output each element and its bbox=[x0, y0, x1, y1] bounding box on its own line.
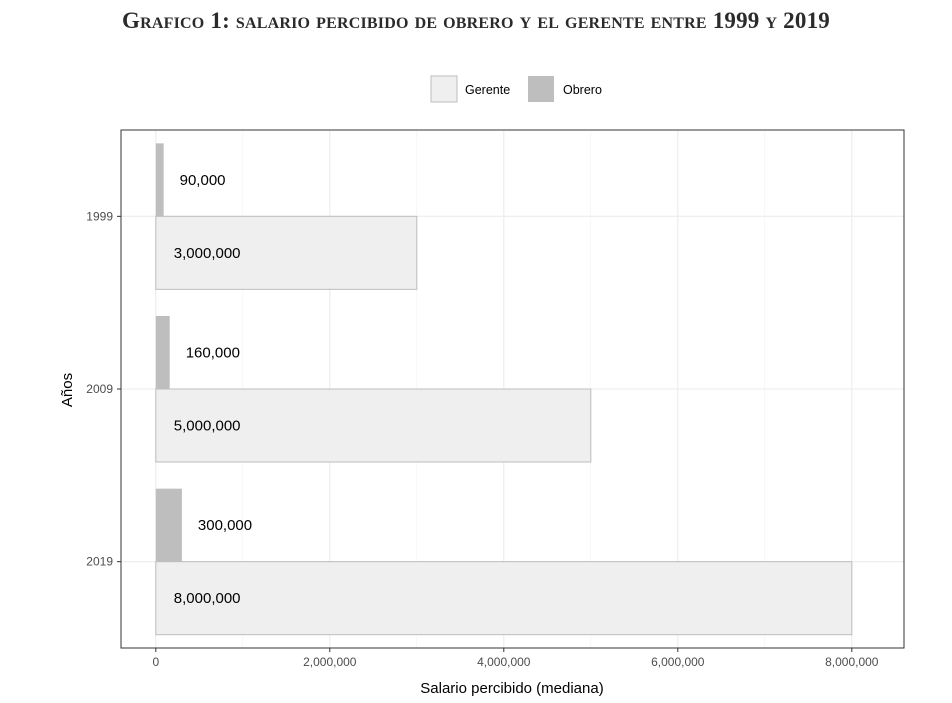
y-axis: 1999 2009 2019 bbox=[86, 209, 121, 569]
bar-gerente-2009 bbox=[155, 388, 592, 463]
x-axis: 0 2,000,000 4,000,000 6,000,000 8,000,000 bbox=[152, 648, 879, 669]
data-label-gerente-2019: 8,000,000 bbox=[174, 590, 241, 607]
data-label-gerente-1999: 3,000,000 bbox=[174, 245, 241, 262]
x-axis-title: Salario percibido (mediana) bbox=[420, 680, 603, 697]
data-label-obrero-2019: 300,000 bbox=[198, 517, 252, 534]
legend-key-obrero bbox=[528, 76, 554, 102]
y-tick-label: 1999 bbox=[86, 209, 113, 223]
bar-obrero-2009 bbox=[155, 316, 170, 389]
bars bbox=[155, 143, 853, 636]
x-tick-label: 4,000,000 bbox=[477, 655, 531, 669]
x-tick-label: 0 bbox=[152, 655, 159, 669]
data-label-obrero-2009: 160,000 bbox=[186, 345, 240, 362]
y-tick-label: 2019 bbox=[86, 555, 113, 569]
x-tick-label: 8,000,000 bbox=[825, 655, 879, 669]
bar-obrero-1999 bbox=[155, 143, 164, 217]
bar-gerente-1999 bbox=[155, 215, 418, 290]
y-tick-label: 2009 bbox=[86, 382, 113, 396]
x-tick-label: 6,000,000 bbox=[651, 655, 705, 669]
data-labels: 3,000,000 90,000 5,000,000 160,000 8,000,000… bbox=[174, 172, 252, 607]
legend-label-gerente: Gerente bbox=[465, 83, 510, 97]
legend-label-obrero: Obrero bbox=[563, 83, 602, 97]
bar-obrero-2019 bbox=[155, 488, 182, 562]
legend-key-gerente bbox=[430, 75, 458, 103]
x-tick-label: 2,000,000 bbox=[303, 655, 357, 669]
data-label-gerente-2009: 5,000,000 bbox=[174, 418, 241, 435]
data-label-obrero-1999: 90,000 bbox=[180, 172, 226, 189]
legend: Gerente Obrero bbox=[430, 75, 602, 103]
chart-title: Grafico 1: salario percibido de obrero y… bbox=[122, 8, 830, 33]
y-axis-title: Años bbox=[59, 373, 76, 407]
bar-gerente-2019 bbox=[155, 561, 853, 636]
